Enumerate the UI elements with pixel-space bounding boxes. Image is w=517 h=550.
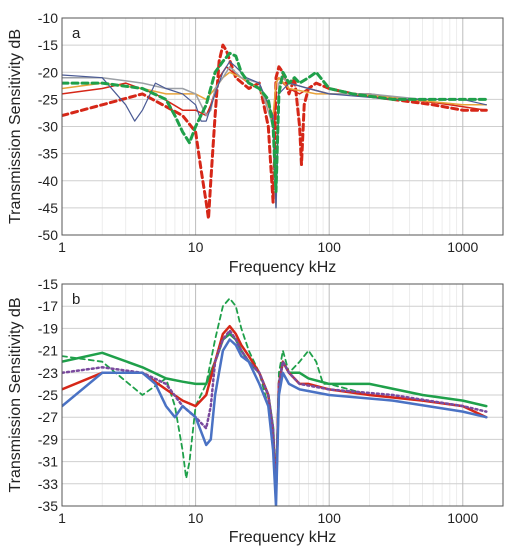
x-tick-label: 1 [58, 510, 66, 526]
y-axis-title: Transmission Sensitivity dB [7, 297, 24, 492]
y-tick-label: -29 [38, 431, 58, 447]
x-tick-label: 1000 [447, 239, 478, 255]
x-tick-label: 10 [188, 510, 204, 526]
y-tick-label: -21 [38, 343, 58, 359]
plot-frame [61, 17, 504, 236]
y-tick-label: -25 [38, 387, 58, 403]
series-line-5 [62, 60, 487, 209]
series-group [62, 43, 488, 221]
series-line-5 [62, 338, 488, 506]
y-tick-label: -17 [38, 298, 58, 314]
y-tick-label: -30 [38, 119, 58, 135]
x-tick-label: 100 [318, 510, 342, 526]
y-tick-label: -31 [38, 454, 58, 470]
x-tick-label: 1 [58, 239, 66, 255]
x-tick-label: 100 [318, 239, 342, 255]
x-tick-label: 1000 [447, 510, 478, 526]
y-tick-label: -25 [38, 91, 58, 107]
series-line-2 [62, 297, 488, 506]
series-group [62, 297, 488, 506]
series-line-1 [62, 43, 488, 221]
y-tick-label: -33 [38, 476, 58, 492]
y-tick-label: -40 [38, 173, 58, 189]
y-tick-label: -15 [38, 276, 58, 292]
series-line-6 [62, 51, 488, 194]
y-tick-label: -15 [38, 37, 58, 53]
y-tick-label: -23 [38, 365, 58, 381]
x-axis-title: Frequency kHz [229, 259, 337, 276]
y-tick-label: -27 [38, 409, 58, 425]
chart-panel-a: -50 -45 -40 -35 -30 -25 -20 -15 -10 1 10 100 1000 Fre… [7, 10, 504, 276]
panel-label: b [72, 291, 80, 308]
y-axis-title: Transmission Sensitivity dB [7, 29, 24, 224]
chart-panel-b: -35 -33 -31 -29 -27 -25 -23 -21 -19 -17 -15 1 10 100 1… [7, 276, 504, 546]
plot-frame [61, 283, 504, 507]
y-tick-label: -35 [38, 146, 58, 162]
y-tick-label: -10 [38, 10, 58, 26]
x-tick-label: 10 [188, 239, 204, 255]
y-tick-label: -50 [38, 227, 58, 243]
y-tick-label: -45 [38, 200, 58, 216]
y-tick-label: -35 [38, 498, 58, 514]
x-axis-title: Frequency kHz [229, 529, 337, 546]
panel-label: a [72, 25, 81, 42]
y-tick-label: -19 [38, 320, 58, 336]
y-tick-label: -20 [38, 64, 58, 80]
